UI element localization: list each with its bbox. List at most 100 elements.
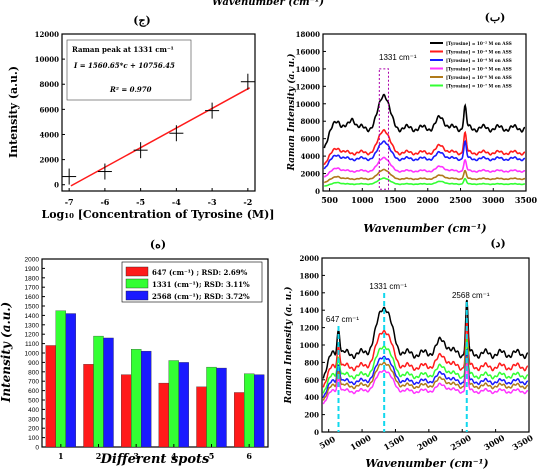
x-tick-label: 500: [317, 434, 337, 451]
bar: [158, 382, 169, 448]
bar: [83, 364, 94, 448]
data-point: [205, 102, 220, 119]
legend-entry: [Tyrosine] = 10⁻⁷ M on ASS: [446, 84, 512, 90]
y-axis-title: Raman Intensity (a. u.): [283, 286, 294, 404]
y-tick-label: 0: [315, 187, 320, 196]
panel-c-spot-bars: (ه) 0 100 200 300 400 500 600 700 800 900 1000 1100 1…: [0, 238, 269, 467]
x-tick-label: -4: [172, 197, 181, 207]
x-tick-label: 2000: [417, 195, 440, 205]
spectrum-line: [322, 362, 528, 405]
x-tick-label: -7: [65, 197, 74, 207]
y-tick-label: 1400: [300, 306, 320, 315]
x-tick-label: 3000: [482, 432, 507, 452]
fit-line: [70, 87, 250, 187]
fit-equation: I = 1560.65*c + 10756.45: [73, 61, 175, 70]
y-tick-label: 200: [28, 426, 39, 433]
y-tick-label: 700: [28, 379, 39, 386]
x-tick-label: 3500: [515, 195, 537, 205]
plot-frame: [61, 33, 256, 192]
y-tick-label: 500: [28, 398, 39, 405]
spectrum-line: [323, 128, 525, 166]
y-tick-label: 6000: [301, 135, 321, 144]
y-tick-label: 1100: [25, 341, 39, 348]
y-tick-label: 1200: [300, 324, 320, 333]
x-tick-label: 1000: [351, 195, 374, 205]
highlight-box: [378, 68, 389, 190]
spectrum-line: [322, 347, 528, 398]
bar: [206, 366, 217, 448]
plot-frame: [321, 257, 530, 433]
x-tick-label: 2000: [415, 432, 440, 452]
y-tick-label: 12000: [35, 30, 59, 39]
spectrum-line: [324, 177, 525, 187]
x-tick-label: 2500: [449, 195, 472, 205]
bar: [254, 374, 265, 448]
panel-label: (ه): [150, 238, 166, 251]
top-caption: Wavenumber (cm⁻¹): [212, 0, 324, 8]
data-point: [169, 125, 184, 142]
x-tick-label: -2: [243, 197, 252, 207]
y-tick-label: 10000: [35, 55, 59, 64]
y-tick-label: 900: [28, 360, 39, 367]
y-tick-label: 300: [28, 416, 39, 423]
x-tick-label: 3500: [510, 432, 535, 452]
legend-entry: [Tyrosine] = 10⁻⁴ M on ASS: [446, 58, 512, 64]
x-tick-label: 3: [133, 451, 139, 461]
y-tick-label: 1400: [25, 313, 40, 320]
data-point: [133, 142, 148, 159]
x-tick-label: -5: [136, 197, 145, 207]
bar: [65, 313, 76, 448]
y-tick-label: 1900: [25, 266, 40, 273]
y-tick-label: 1800: [25, 275, 40, 282]
y-tick-label: 400: [28, 407, 39, 414]
spectrum-line: [322, 337, 528, 394]
x-tick-label: 1000: [348, 432, 373, 452]
legend-entry: [Tyrosine] = 10⁻² M on ASS: [446, 41, 512, 47]
x-axis-title: Different spots: [100, 452, 210, 467]
y-tick-label: 4000: [40, 130, 60, 139]
x-tick-label: 1: [58, 451, 64, 461]
legend-entry: [Tyrosine] = 10⁻⁵ M on ASS: [446, 67, 512, 73]
x-tick-label: 3000: [482, 195, 505, 205]
panel-label: (ب): [485, 11, 506, 24]
bar: [216, 367, 227, 448]
panel-b-concentration-spectra: (ب) 0 2000 4000 6000 8000 10000 12000 14000 16000…: [286, 11, 537, 235]
y-tick-label: 6000: [40, 105, 60, 114]
y-tick-label: 14000: [296, 65, 320, 74]
x-tick-label: 5: [209, 451, 215, 461]
x-tick-label: 2: [96, 451, 102, 461]
x-tick-label: 500: [321, 195, 338, 205]
y-tick-label: 18000: [296, 30, 320, 39]
peak-annotation: 1331 cm⁻¹: [379, 53, 417, 62]
bar: [141, 350, 152, 448]
peak-annotation: 1331 cm⁻¹: [369, 282, 407, 291]
spectrum-line: [322, 319, 528, 388]
data-point: [62, 168, 77, 185]
data-point: [97, 163, 112, 180]
y-tick-label: 1600: [25, 294, 40, 301]
y-tick-label: 0: [314, 428, 319, 437]
y-tick-label: 800: [304, 358, 319, 367]
legend-swatch: [125, 290, 149, 301]
y-tick-label: 8000: [301, 117, 321, 126]
x-axis-title: Wavenumber (cm⁻¹): [365, 457, 488, 470]
r-squared: R² = 0.970: [109, 85, 152, 94]
spectrum-line: [323, 156, 525, 178]
y-tick-label: 1800: [300, 271, 320, 280]
legend-entry: [Tyrosine] = 10⁻³ M on ASS: [446, 50, 512, 56]
x-tick-label: -6: [100, 197, 109, 207]
peak-annotation: 647 cm⁻¹: [326, 315, 359, 324]
y-tick-label: 1500: [25, 304, 40, 311]
bar: [45, 345, 56, 448]
y-tick-label: 400: [304, 393, 319, 402]
legend-entry: [Tyrosine] = 10⁻⁶ M on ASS: [446, 75, 512, 81]
y-tick-label: 800: [28, 369, 39, 376]
x-axis-title: Wavenumber (cm⁻¹): [363, 222, 486, 235]
y-tick-label: 600: [304, 376, 319, 385]
plot-frame: [322, 33, 527, 192]
spectrum-line: [323, 139, 525, 170]
y-tick-label: 1700: [25, 285, 40, 292]
y-axis-title: Intensity (a.u.): [7, 66, 20, 158]
panel-label: (د): [490, 237, 505, 250]
